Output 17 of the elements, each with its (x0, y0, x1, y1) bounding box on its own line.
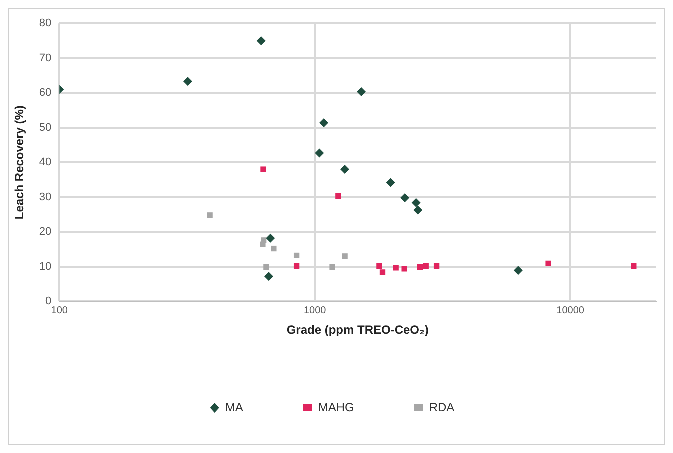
y-tick-label: 0 (46, 296, 52, 308)
legend-label: MA (225, 400, 244, 414)
y-axis-title: Leach Recovery (%) (12, 106, 27, 220)
y-tick-label: 60 (39, 87, 52, 100)
y-tick-label: 30 (39, 191, 52, 204)
y-tick-label: 20 (39, 226, 52, 238)
y-tick-label: 70 (39, 52, 52, 64)
y-tick-label: 50 (39, 122, 52, 134)
x-axis-title: Grade (ppm TREO-CeO₂) (286, 323, 429, 338)
x-tick-label: 10000 (556, 305, 585, 316)
legend-label: RDA (429, 400, 455, 414)
y-tick-label: 40 (39, 156, 52, 169)
x-tick-label: 100 (51, 305, 68, 316)
legend-label: MAHG (318, 400, 354, 414)
x-tick-label: 1000 (304, 305, 327, 316)
y-tick-label: 10 (39, 260, 52, 273)
y-tick-label: 80 (39, 18, 52, 30)
